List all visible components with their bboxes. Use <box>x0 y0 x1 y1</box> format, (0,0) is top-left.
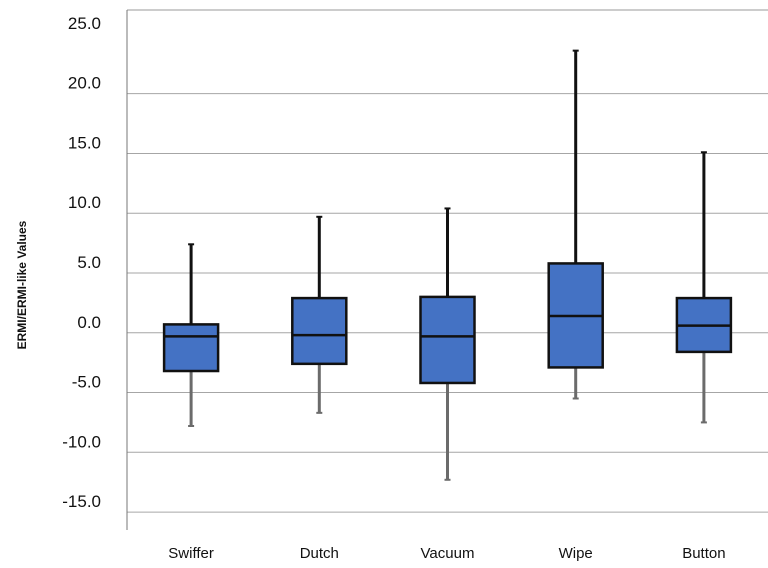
box-plot-item <box>162 243 220 427</box>
y-tick-label: -10.0 <box>62 432 101 451</box>
y-axis-tick-labels: 25.0 20.0 15.0 10.0 5.0 0.0 -5.0 -10.0 -15.0 <box>62 14 101 511</box>
box-iqr <box>162 323 220 373</box>
y-tick-label: 20.0 <box>68 74 101 93</box>
y-tick-label: -5.0 <box>72 373 101 392</box>
x-category-label: Dutch <box>300 545 339 562</box>
x-category-label: Swiffer <box>168 545 214 562</box>
y-tick-label: -15.0 <box>62 492 101 511</box>
y-tick-label: 15.0 <box>68 133 101 152</box>
x-category-label: Button <box>682 545 725 562</box>
box-plot-item <box>675 151 733 424</box>
box-iqr <box>419 295 476 385</box>
y-tick-label: 0.0 <box>77 313 101 332</box>
x-category-label: Vacuum <box>421 545 475 562</box>
y-tick-label: 10.0 <box>68 193 101 212</box>
y-axis-title: ERMI/ERMI-like Values <box>15 220 29 349</box>
box-plot-item <box>419 207 476 481</box>
x-category-label: Wipe <box>559 545 593 562</box>
box-plot-item <box>547 49 604 400</box>
y-tick-label: 25.0 <box>68 14 101 33</box>
box-plot-item <box>291 215 348 414</box>
box-iqr <box>291 296 348 366</box>
y-tick-label: 5.0 <box>77 253 101 272</box>
x-axis-category-labels: Swiffer Dutch Vacuum Wipe Button <box>168 545 725 562</box>
box-series <box>162 49 733 481</box>
